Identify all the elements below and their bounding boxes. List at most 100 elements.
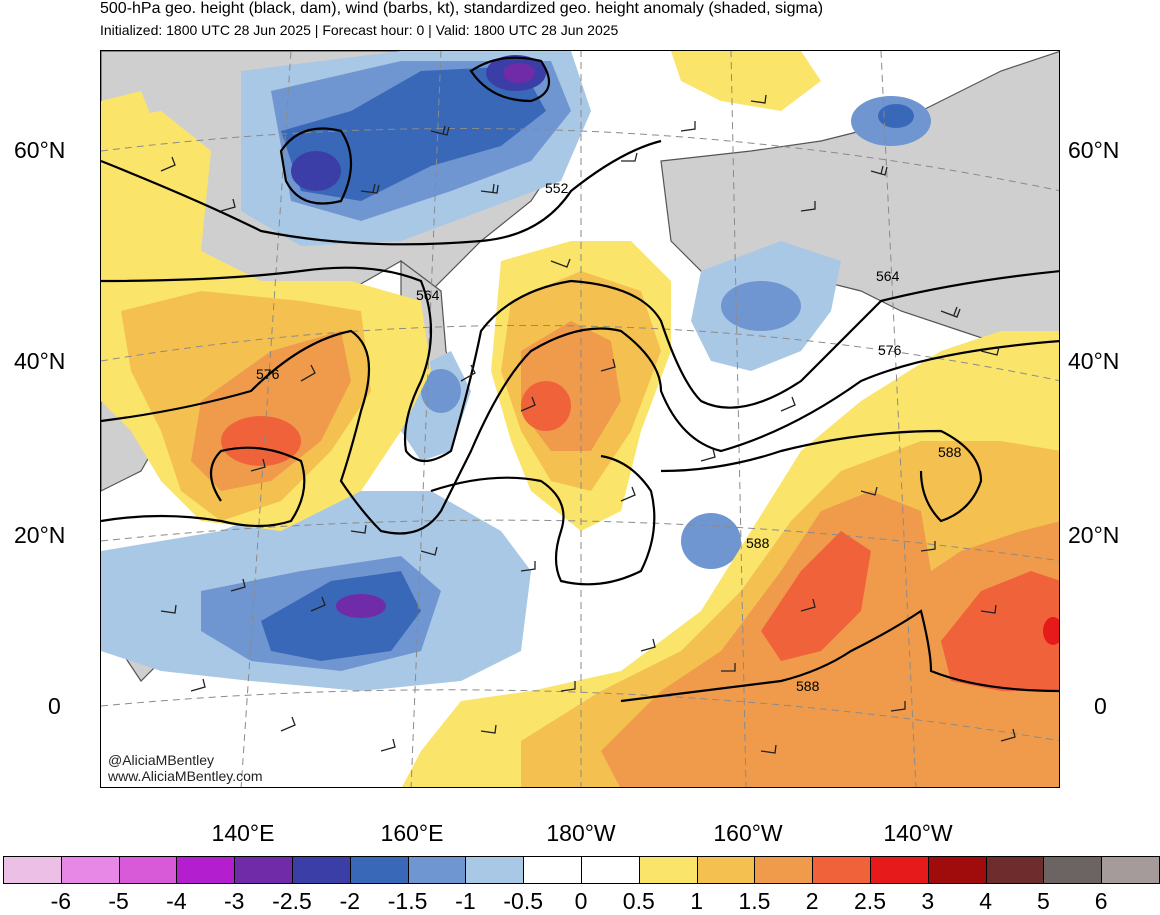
contour-label-588-ne: 588 — [938, 444, 962, 460]
wind-barb — [310, 596, 326, 612]
wind-barb — [800, 201, 816, 212]
graticule — [101, 51, 1059, 787]
colorbar-swatch — [349, 856, 409, 884]
wind-barb — [220, 198, 236, 212]
graticule-lon-160e — [410, 51, 442, 787]
colorbar-tick-label: -6 — [50, 888, 72, 914]
colorbar-swatch — [754, 856, 814, 884]
neg-anomaly-tropics-4 — [336, 594, 386, 618]
neg-anomaly-arctic-2 — [878, 104, 914, 128]
wind-barb — [460, 364, 476, 382]
colorbar-tick-label: -4 — [166, 888, 187, 914]
colorbar-swatch — [118, 856, 178, 884]
contour-588-east — [620, 609, 1059, 703]
chart-subtitle: Initialized: 1800 UTC 28 Jun 2025 | Fore… — [100, 22, 619, 38]
contour-588-west — [101, 446, 306, 528]
lat-label-left-60n: 60°N — [14, 137, 66, 163]
neg-anomaly-tropics-3 — [261, 571, 421, 661]
wind-barb — [940, 306, 961, 318]
colorbar-tick-label: -2 — [339, 888, 361, 914]
wind-barb — [721, 663, 736, 672]
lat-label-right-20n: 20°N — [1068, 522, 1120, 548]
contour-label-group: 552 564 564 576 576 588 588 588 — [256, 180, 962, 694]
contour-552-low — [279, 127, 352, 205]
colorbar-tick-label: -3 — [223, 888, 245, 914]
wind-barb — [350, 524, 367, 534]
wind-barb — [621, 152, 638, 162]
lon-label-160e: 160°E — [380, 820, 444, 846]
colorbar-swatch — [234, 856, 293, 884]
wind-barb — [160, 604, 177, 614]
colorbar-swatch — [696, 856, 756, 884]
lat-label-right-0: 0 — [1094, 693, 1107, 719]
contour-588-ne — [660, 429, 983, 523]
map-canvas: 552 564 564 576 576 588 588 588 — [101, 51, 1059, 787]
contour-label-552: 552 — [545, 180, 569, 196]
credit-site: www.AliciaMBentley.com — [108, 768, 263, 784]
wind-barb — [160, 156, 176, 172]
colorbar-tick-label: 0.5 — [622, 888, 655, 914]
lat-label-left-40n: 40°N — [14, 348, 66, 374]
pos-anomaly-arctic-1 — [671, 51, 821, 111]
colorbar-tick-label: 4 — [979, 888, 992, 914]
colorbar-tick-label: 2 — [805, 888, 819, 914]
wind-barb — [520, 561, 536, 572]
graticule-lon-160w — [730, 51, 747, 787]
contour-label-576-west: 576 — [256, 366, 280, 382]
anomaly-shading — [101, 51, 1059, 787]
wind-barb — [520, 396, 536, 412]
colorbar-swatch — [985, 856, 1045, 884]
contour-552-low-2 — [469, 56, 551, 103]
colorbar-swatch — [581, 856, 640, 884]
colorbar-tick-label: -5 — [108, 888, 129, 914]
pos-anomaly-arctic-2 — [101, 91, 161, 201]
wind-barb — [980, 604, 997, 614]
lon-label-180w: 180°W — [546, 820, 616, 846]
wind-barbs — [160, 94, 1016, 754]
wind-barb — [920, 541, 936, 552]
wind-barb — [420, 546, 438, 556]
lat-label-left-0: 0 — [48, 693, 61, 719]
neg-anomaly-north-3 — [281, 66, 546, 201]
pos-anomaly-east-6 — [1043, 617, 1059, 645]
wind-barb — [640, 638, 656, 652]
wind-barb — [190, 678, 206, 692]
colorbar-swatch — [638, 856, 698, 884]
contour-552-north — [101, 139, 662, 246]
wind-barb — [700, 448, 716, 462]
wind-barb — [560, 681, 576, 692]
graticule-lon-140e — [240, 51, 292, 787]
graticule-lat-60 — [101, 128, 1059, 192]
colorbar-swatch — [812, 856, 871, 884]
wind-barb — [890, 701, 906, 712]
map-panel: 552 564 564 576 576 588 588 588 — [100, 50, 1060, 788]
lon-label-160w: 160°W — [713, 820, 783, 846]
wind-barb — [800, 598, 816, 612]
contour-588-center — [430, 454, 656, 586]
wind-barb — [760, 744, 777, 754]
wind-barb — [280, 716, 296, 732]
colorbar-swatch — [3, 856, 62, 884]
pos-anomaly-east-5 — [941, 571, 1059, 691]
pos-anomaly-japan-4 — [221, 416, 301, 466]
wind-barb — [600, 358, 616, 372]
wind-barb — [300, 364, 316, 382]
colorbar-swatch — [523, 856, 582, 884]
wind-barb — [230, 578, 246, 592]
colorbar-tick-label: 0 — [574, 888, 588, 914]
colorbar-swatch — [1101, 856, 1160, 884]
wind-barb — [250, 458, 266, 472]
pos-anomaly-east-4 — [761, 531, 871, 661]
wind-barb — [550, 258, 571, 268]
contour-label-564-east: 564 — [876, 268, 900, 284]
colorbar-swatch — [465, 856, 525, 884]
contour-label-588-center: 588 — [746, 535, 770, 551]
wind-barb — [480, 183, 499, 194]
contour-564 — [101, 266, 1059, 463]
contour-label-564-west: 564 — [416, 287, 440, 303]
wind-barb — [430, 125, 450, 136]
contour-576 — [101, 327, 1059, 535]
colorbar-swatch — [407, 856, 467, 884]
colorbar-swatch — [870, 856, 929, 884]
neg-anomaly-gulf-alaska-2 — [721, 281, 801, 331]
